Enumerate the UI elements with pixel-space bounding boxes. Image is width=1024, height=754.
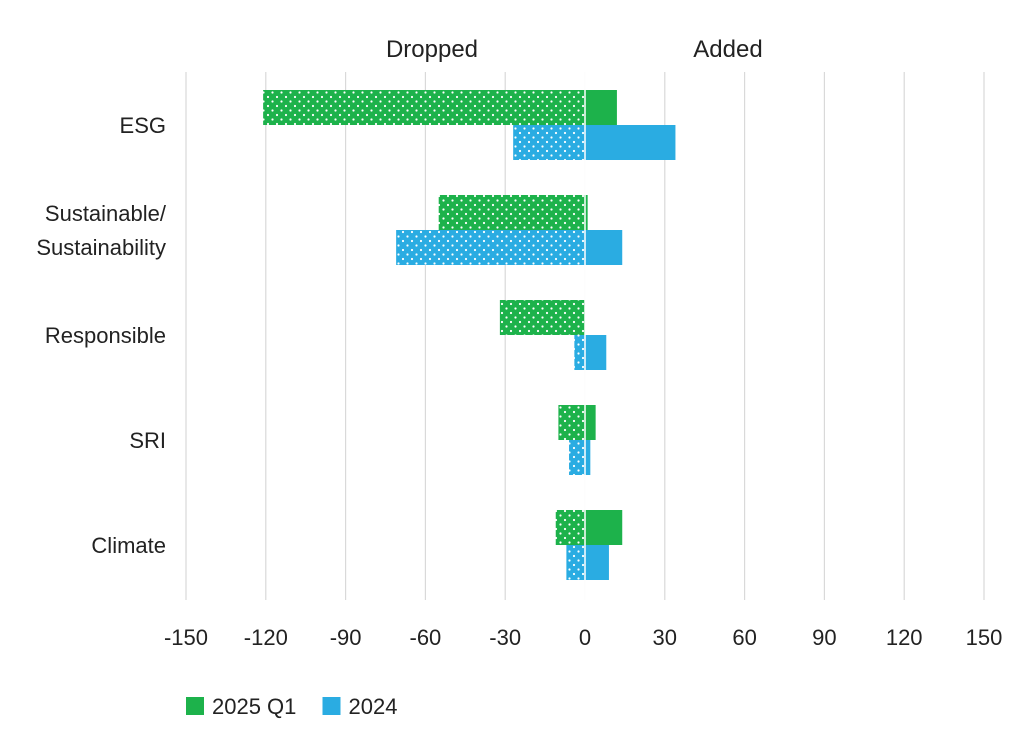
dropped-header: Dropped [386, 36, 478, 63]
x-tick-label: 30 [653, 625, 677, 650]
bar-added-1-1 [585, 230, 623, 265]
bar-added-1-3 [585, 440, 591, 475]
bar-added-0-4 [585, 510, 623, 545]
category-label: ESG [120, 113, 166, 138]
legend-label: 2024 [349, 694, 398, 719]
bar-dropped-0-4 [555, 510, 585, 545]
bar-added-0-1 [585, 195, 588, 230]
x-tick-label: 150 [966, 625, 1003, 650]
x-tick-label: -60 [410, 625, 442, 650]
x-tick-label: 120 [886, 625, 923, 650]
legend: 2025 Q1 2024 [186, 694, 397, 719]
bar-dropped-1-2 [574, 335, 585, 370]
x-tick-label: -120 [244, 625, 288, 650]
category-label: SRI [129, 428, 166, 453]
x-tick-label: -150 [164, 625, 208, 650]
x-tick-label: 60 [732, 625, 756, 650]
bar-dropped-0-3 [558, 405, 585, 440]
bar-added-1-0 [585, 125, 676, 160]
added-header: Added [693, 36, 762, 63]
legend-label: 2025 Q1 [212, 694, 296, 719]
category-label: Responsible [45, 323, 166, 348]
category-label: Climate [91, 533, 166, 558]
bar-dropped-1-4 [566, 545, 585, 580]
x-tick-label: 90 [812, 625, 836, 650]
bar-dropped-0-1 [438, 195, 585, 230]
bar-added-1-2 [585, 335, 607, 370]
x-tick-label: -30 [489, 625, 521, 650]
category-labels: ESG Sustainable/Sustainability Responsible… [36, 113, 167, 558]
legend-swatch [322, 697, 341, 715]
x-tick-label: -90 [330, 625, 362, 650]
bar-added-0-3 [585, 405, 596, 440]
bar-added-1-4 [585, 545, 609, 580]
bar-dropped-0-0 [263, 90, 585, 125]
bars [263, 72, 676, 600]
legend-swatch [186, 697, 204, 715]
bar-dropped-1-1 [396, 230, 585, 265]
bar-dropped-0-2 [499, 300, 585, 335]
x-tick-label: 0 [579, 625, 591, 650]
bar-added-0-0 [585, 90, 617, 125]
bar-dropped-1-0 [513, 125, 585, 160]
category-label: Sustainable/Sustainability [36, 201, 167, 260]
x-axis-ticks: -150 -120 -90 -60 -30 0 30 60 90 120 150 [164, 625, 1002, 650]
bar-dropped-1-3 [569, 440, 585, 475]
